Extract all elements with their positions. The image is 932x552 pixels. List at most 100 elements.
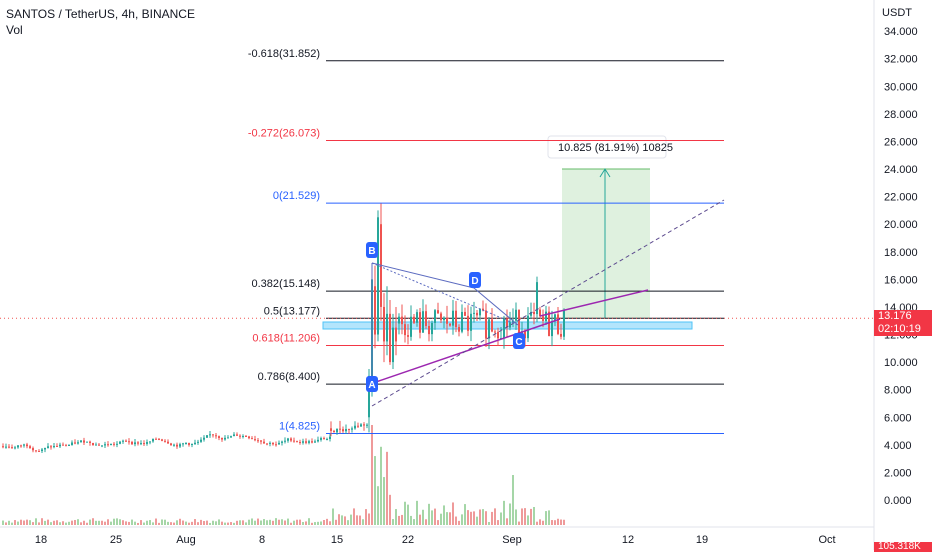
volume-bar [371,425,373,525]
candle-body [50,446,52,448]
volume-bar [197,522,199,525]
candle-body [47,446,49,448]
volume-bar [287,518,289,525]
volume-bar [482,509,484,525]
candle-body [275,444,277,446]
candle-body [392,327,394,363]
volume-bar [545,511,547,525]
candle-body [434,310,436,323]
candle-body [348,429,350,431]
candle-body [221,437,223,440]
candle-body [152,438,154,442]
volume-bar [23,520,25,525]
volume-bar [413,519,415,525]
pattern-point-marker[interactable] [513,333,525,349]
volume-bar [68,521,70,525]
candle-body [377,217,379,335]
candle-body [242,435,244,437]
volume-bar [338,514,340,525]
candle-body [119,441,121,444]
candle-body [176,444,178,447]
volume-bar [53,520,55,525]
candle-body [191,443,193,445]
price-tick-label: 24.000 [884,164,918,176]
volume-bar [221,521,223,525]
bar-countdown-badge: 02:10:19 [874,323,932,336]
candle-body [314,441,316,443]
candle-body [333,430,335,433]
candle-body [86,441,88,443]
volume-bar [335,519,337,525]
candle-body [494,331,496,333]
price-tick-label: 10.000 [884,357,918,369]
pattern-point-marker[interactable] [366,376,378,392]
volume-bar [329,521,331,525]
volume-bar [44,520,46,525]
candle-body [545,311,547,322]
volume-bar [128,521,130,525]
candle-body [329,436,331,439]
volume-bar [467,510,469,525]
price-tick-label: 2.000 [884,467,912,479]
price-axis-currency[interactable]: USDT [882,7,912,19]
candle-body [197,441,199,443]
candle-body [203,437,205,440]
price-tick-label: 28.000 [884,109,918,121]
volume-bar [521,508,523,525]
price-tick-label: 0.000 [884,495,912,507]
candle-body [284,440,286,442]
candle-body [446,317,448,324]
candle-body [527,315,529,339]
volume-bar [113,518,115,525]
candle-body [248,436,250,439]
candle-body [467,315,469,331]
volume-bar [353,508,355,525]
candle-body [254,439,256,441]
volume-bar [524,508,526,525]
volume-bar [512,475,514,525]
candle-body [554,314,556,321]
candle-body [398,316,400,324]
candle-body [149,441,151,443]
candle-body [425,311,427,327]
volume-bar [302,521,304,525]
pattern-point-label: C [515,337,522,348]
volume-bar [74,519,76,525]
candle-body [518,309,520,338]
volume-bar [296,519,298,525]
candle-body [161,439,163,441]
candle-body [368,375,370,418]
volume-bar [92,518,94,525]
candle-body [530,311,532,316]
volume-bar [503,500,505,525]
candle-body [116,443,118,445]
price-tick-label: 32.000 [884,54,918,66]
volume-bar [131,519,133,525]
pattern-point-marker[interactable] [469,272,481,288]
candle-body [536,282,538,314]
volume-bar [368,513,370,525]
candle-body [8,446,10,448]
volume-bar [56,520,58,525]
candle-body [281,441,283,443]
candle-body [323,438,325,440]
candle-body [71,442,73,446]
fib-level-label: -0.272(26.073) [248,127,320,139]
volume-bar [377,486,379,525]
volume-bar [554,520,556,525]
symbol-title[interactable]: SANTOS / TetherUS, 4h, BINANCE [6,7,195,21]
volume-bar [209,522,211,525]
volume-indicator-label[interactable]: Vol [6,23,23,37]
pattern-point-marker[interactable] [366,242,378,258]
volume-bar [383,477,385,525]
volume-bar [452,502,454,525]
candle-body [401,316,403,325]
volume-bar [470,511,472,525]
volume-bar [164,519,166,525]
volume-bar [314,522,316,525]
candle-body [182,443,184,445]
volume-bar [122,520,124,525]
volume-bar [548,510,550,525]
